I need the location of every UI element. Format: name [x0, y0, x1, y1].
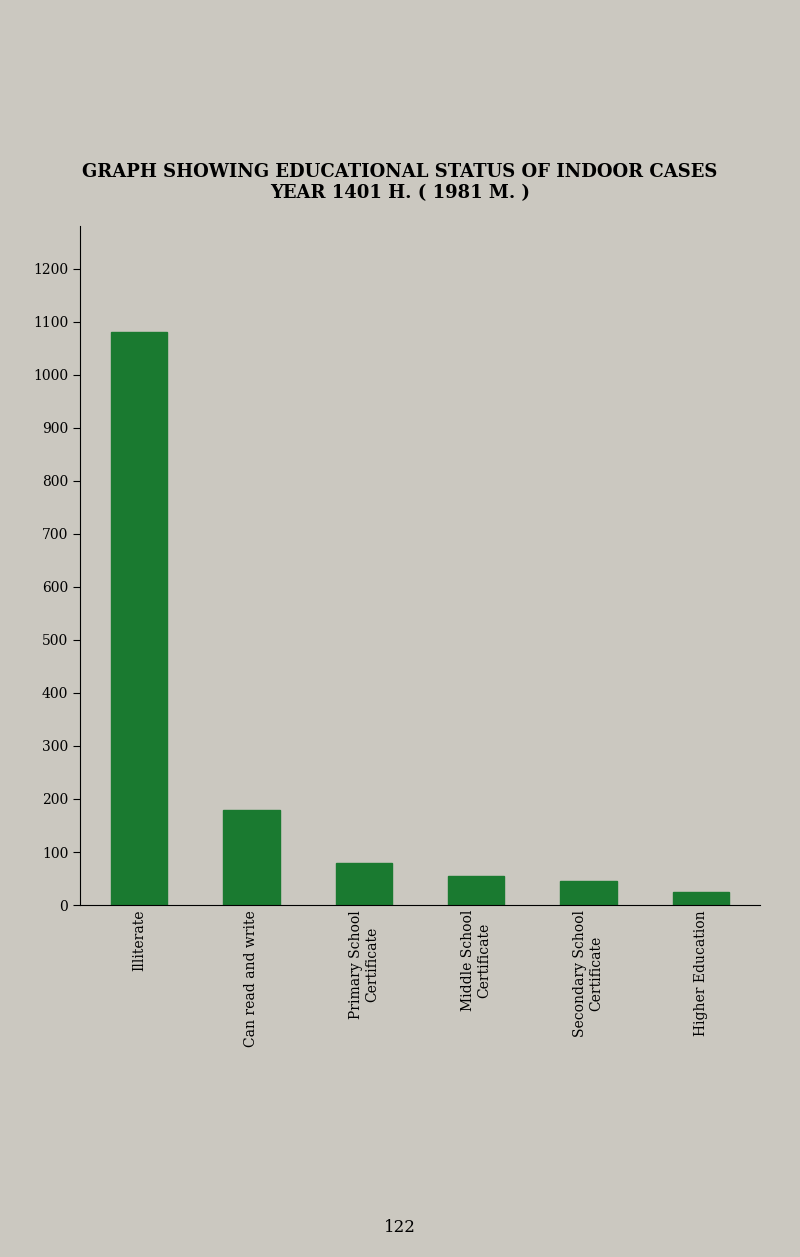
Text: GRAPH SHOWING EDUCATIONAL STATUS OF INDOOR CASES
YEAR 1401 H. ( 1981 M. ): GRAPH SHOWING EDUCATIONAL STATUS OF INDO… — [82, 163, 718, 201]
Bar — [448, 876, 504, 905]
Text: 122: 122 — [384, 1219, 416, 1236]
Bar — [673, 891, 729, 905]
Bar — [111, 332, 167, 905]
Bar — [223, 810, 279, 905]
Bar — [336, 862, 392, 905]
Bar — [561, 881, 617, 905]
